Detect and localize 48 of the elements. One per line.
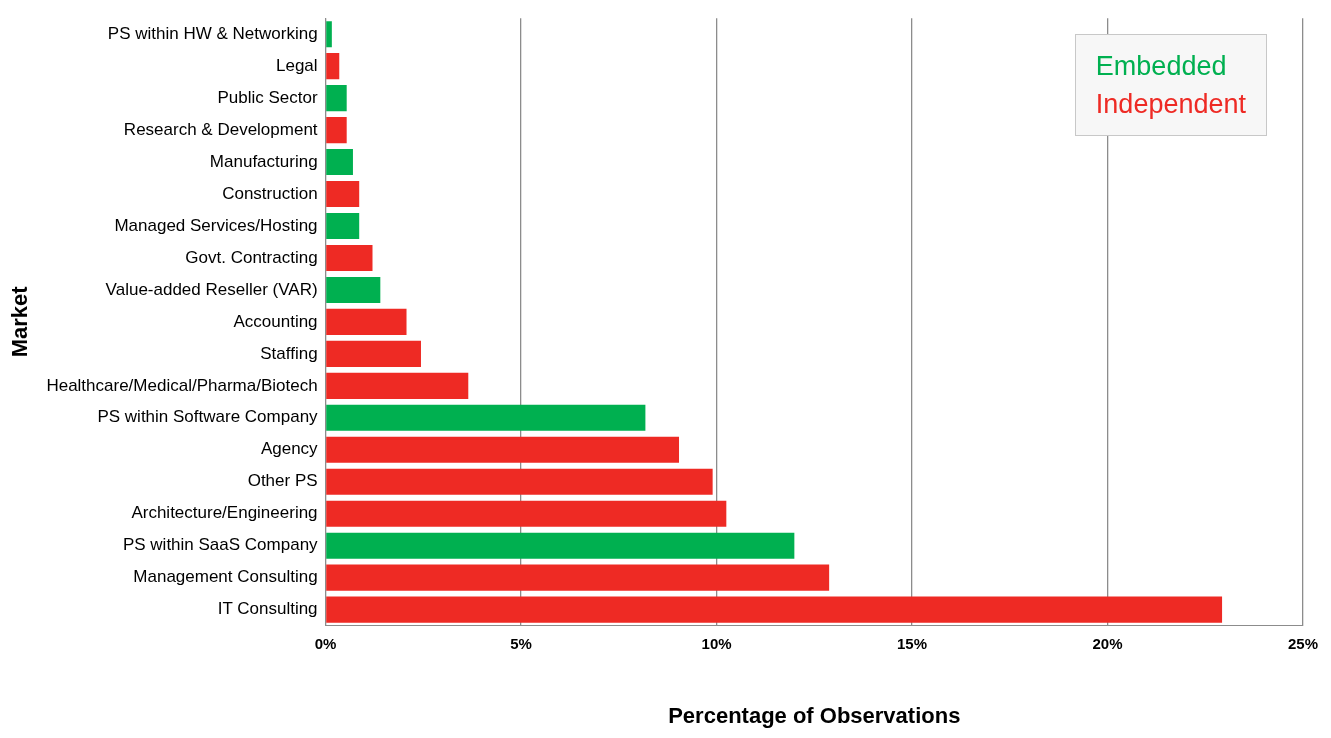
y-tick-label: PS within Software Company [97, 407, 319, 427]
y-tick-label: Agency [260, 439, 319, 459]
bar [326, 149, 353, 176]
bar [326, 85, 347, 112]
text: Embedded [1095, 50, 1228, 83]
bar [326, 596, 1223, 623]
bar [326, 276, 381, 303]
y-axis-title: Market [7, 285, 33, 358]
bar [326, 212, 360, 240]
bar [326, 436, 680, 463]
y-tick-label: Accounting [233, 311, 318, 331]
bar [326, 564, 830, 591]
bar [326, 532, 795, 559]
bar [326, 308, 407, 335]
y-tick-label: Healthcare/Medical/Pharma/Biotech [46, 375, 318, 395]
bar [326, 180, 360, 208]
y-tick-label: Research & Development [123, 119, 318, 139]
y-tick-label: Management Consulting [133, 567, 318, 587]
bar [326, 21, 332, 48]
x-tick-label: 25% [1287, 634, 1319, 652]
bar [326, 500, 727, 527]
bar [326, 53, 340, 80]
y-tick-label: PS within HW & Networking [107, 23, 318, 43]
bar [326, 340, 421, 367]
y-tick-label: Staffing [260, 343, 318, 363]
y-tick-label: IT Consulting [217, 599, 318, 619]
y-tick-label: Govt. Contracting [185, 247, 318, 267]
x-tick-label: 15% [897, 634, 928, 652]
bar [326, 244, 373, 272]
x-tick-label: 0% [314, 634, 337, 652]
bar [326, 372, 469, 399]
y-tick-label: Public Sector [217, 87, 318, 107]
bar [326, 404, 646, 431]
x-axis-title: Percentage of Observations [668, 702, 961, 728]
y-tick-label: Construction [222, 183, 318, 203]
text: Independent [1095, 88, 1246, 121]
y-tick-label: Legal [275, 55, 318, 75]
y-tick-label: Architecture/Engineering [131, 503, 318, 523]
y-tick-label: Other PS [247, 471, 318, 491]
x-tick-label: 20% [1092, 634, 1123, 652]
y-tick-label: Manufacturing [209, 151, 318, 171]
bar [326, 117, 347, 144]
y-tick-label: Value-added Reseller (VAR) [105, 279, 318, 299]
y-tick-label: PS within SaaS Company [122, 535, 319, 555]
x-tick-label: 10% [701, 634, 732, 652]
y-tick-label: Managed Services/Hosting [114, 215, 318, 235]
x-tick-label: 5% [510, 634, 532, 652]
bar [326, 468, 713, 495]
